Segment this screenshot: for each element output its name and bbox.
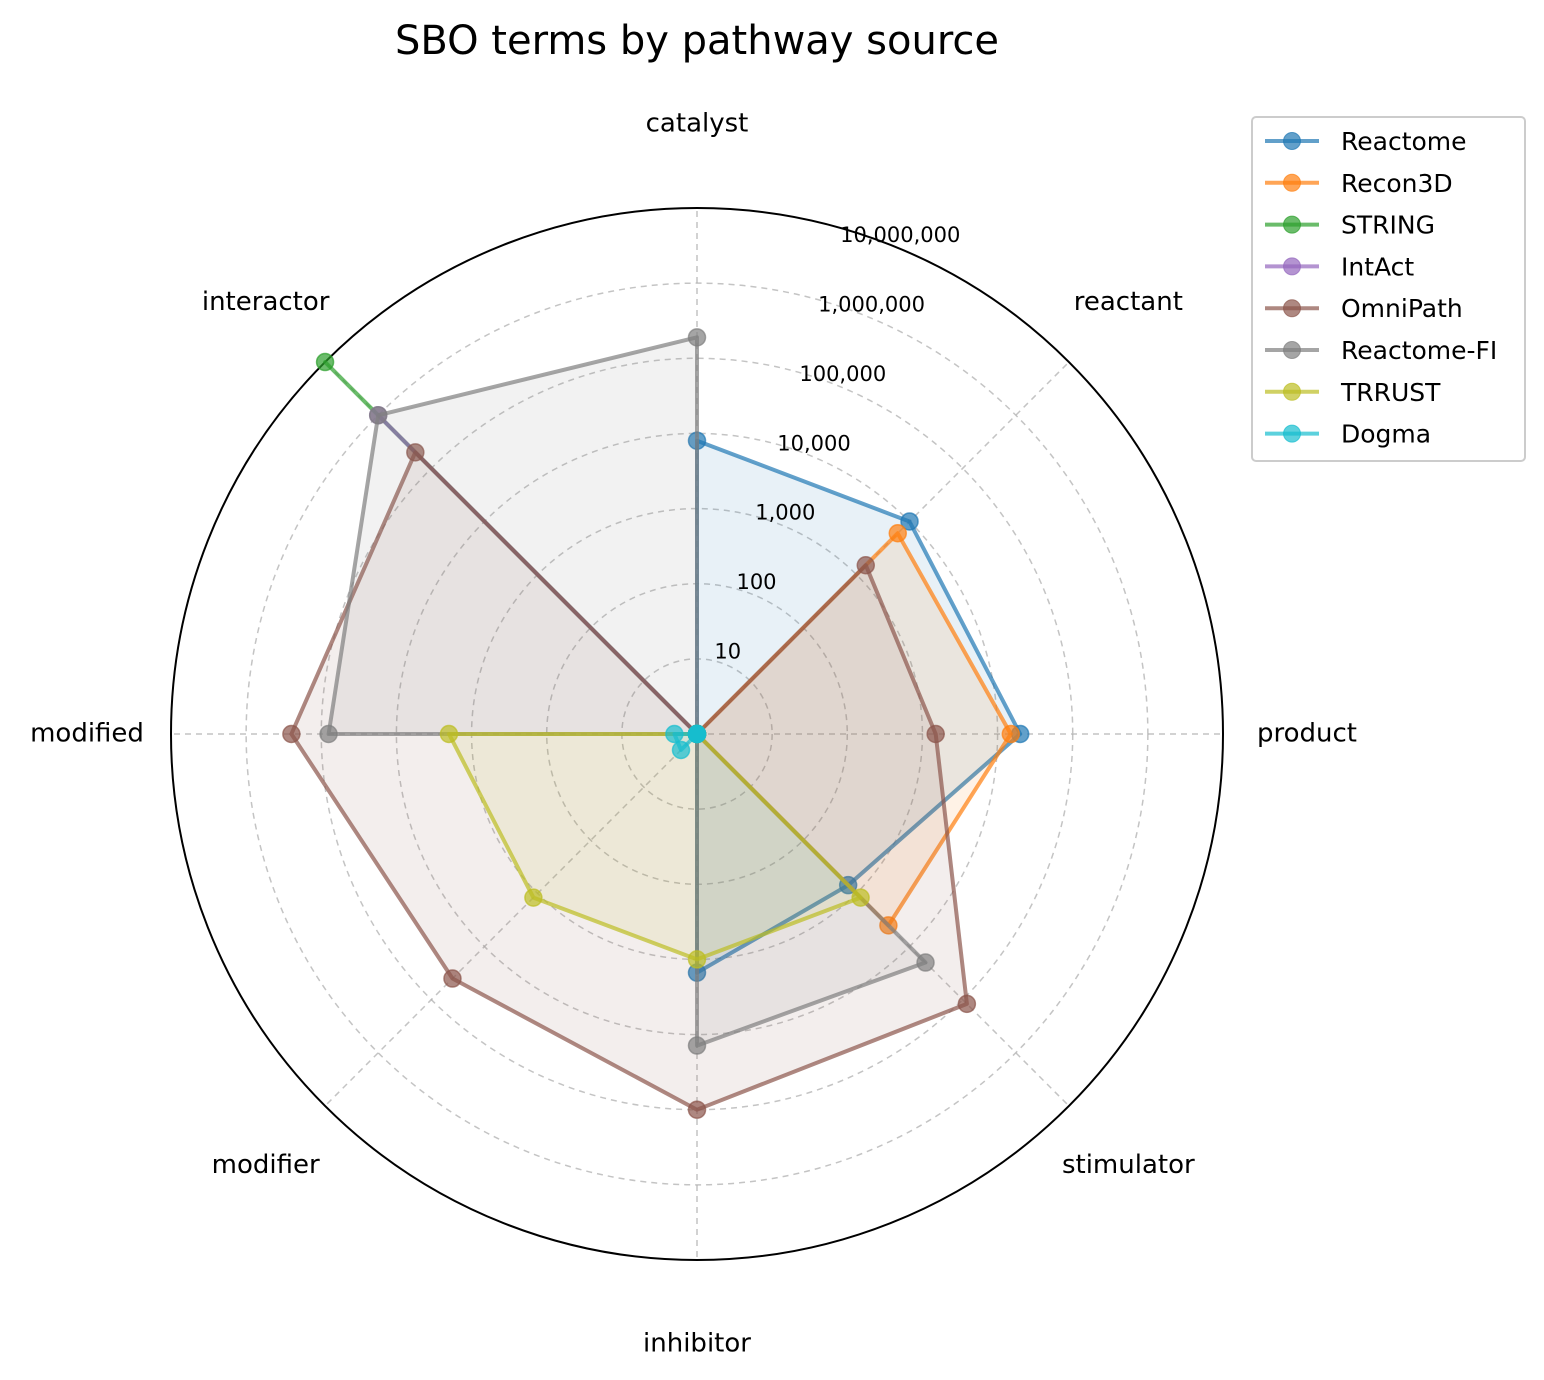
- category-label-modifier: modifier: [212, 1150, 320, 1180]
- category-label-stimulator: stimulator: [1062, 1150, 1195, 1180]
- legend-item-reactome-fi: Reactome-FI: [1265, 336, 1497, 365]
- legend-swatch-marker: [1283, 257, 1301, 276]
- tick-label-1000000: 1,000,000: [818, 292, 925, 316]
- point-omnipath-stimulator: [957, 994, 977, 1014]
- point-reactome-fi-interactor: [368, 405, 388, 425]
- point-reactome-reactant: [900, 512, 919, 531]
- tick-label-1000: 1,000: [755, 501, 815, 525]
- legend-label: TRRUST: [1340, 378, 1441, 407]
- category-label-reactant: reactant: [1074, 287, 1183, 317]
- point-dogma-interactor: [687, 724, 707, 744]
- legend-item-trrust: TRRUST: [1265, 378, 1441, 407]
- point-string-interactor: [315, 352, 335, 372]
- tick-label-100000: 100,000: [799, 362, 886, 386]
- series-omnipath: [282, 443, 977, 1119]
- legend-item-intact: IntAct: [1265, 252, 1414, 281]
- legend-swatch-marker: [1283, 173, 1301, 192]
- radial-tick-labels: 10 100 1,000 10,000 100,000 1,000,000 10,000,0…: [714, 223, 960, 664]
- legend-item-omnipath: OmniPath: [1265, 294, 1463, 323]
- series-fill-omnipath: [291, 452, 967, 1110]
- legend-item-string: STRING: [1265, 211, 1435, 240]
- legend-label: STRING: [1341, 211, 1435, 240]
- legend-label: OmniPath: [1341, 294, 1463, 323]
- point-trrust-stimulator: [851, 888, 870, 907]
- category-label-catalyst: catalyst: [646, 109, 749, 139]
- point-omnipath-product: [926, 724, 945, 744]
- series-fill-reactome-fi: [328, 337, 926, 1046]
- legend-label: IntAct: [1341, 252, 1414, 281]
- point-trrust-inhibitor: [687, 950, 707, 969]
- point-omnipath-inhibitor: [687, 1100, 707, 1119]
- point-trrust-modified: [439, 724, 459, 744]
- point-omnipath-modifier: [443, 969, 462, 988]
- chart-title: SBO terms by pathway source: [395, 18, 999, 64]
- tick-label-10000000: 10,000,000: [840, 223, 960, 247]
- point-omnipath-modified: [282, 724, 301, 744]
- legend-item-recon3d: Recon3D: [1265, 169, 1453, 198]
- legend-swatch-marker: [1283, 382, 1301, 401]
- point-reactome-fi-catalyst: [687, 328, 707, 347]
- legend-swatch-marker: [1283, 215, 1301, 234]
- category-label-product: product: [1257, 719, 1357, 749]
- point-dogma-modifier: [671, 740, 691, 760]
- category-label-modified: modified: [30, 719, 144, 749]
- legend-swatch-marker: [1283, 132, 1301, 150]
- category-label-interactor: interactor: [202, 287, 330, 317]
- point-reactome-fi-stimulator: [916, 953, 935, 972]
- legend-item-dogma: Dogma: [1265, 420, 1431, 449]
- legend-item-reactome: Reactome: [1265, 127, 1467, 156]
- series-dogma: [665, 724, 707, 760]
- point-reactome-fi-inhibitor: [687, 1036, 707, 1055]
- point-recon3d-reactant: [888, 524, 907, 543]
- series-fill-reactome: [697, 440, 1021, 973]
- point-recon3d-product: [1001, 724, 1021, 744]
- grid-circle-1000000: [245, 282, 1149, 1186]
- legend-swatch-marker: [1283, 341, 1301, 359]
- tick-label-100: 100: [736, 570, 776, 594]
- point-dogma-modified: [665, 724, 684, 744]
- category-label-inhibitor: inhibitor: [643, 1329, 751, 1359]
- point-trrust-modifier: [524, 888, 543, 907]
- legend-swatch-marker: [1283, 299, 1301, 318]
- legend-swatch-marker: [1283, 424, 1301, 443]
- series-group: [282, 328, 1030, 1119]
- series-fill-recon3d: [697, 533, 1011, 926]
- point-omnipath-reactant: [856, 555, 876, 575]
- tick-label-10000: 10,000: [777, 431, 850, 455]
- point-omnipath-interactor: [406, 443, 425, 462]
- category-labels: catalyst reactant product stimulator inhibit…: [30, 109, 1357, 1359]
- legend-label: Reactome-FI: [1341, 336, 1497, 365]
- legend-label: Recon3D: [1341, 169, 1453, 198]
- point-reactome-fi-modified: [319, 724, 338, 744]
- legend-label: Reactome: [1341, 127, 1467, 156]
- series-line-trrust: [447, 732, 863, 962]
- legend: Reactome Recon3D STRING IntAct OmniPath React…: [1251, 116, 1526, 462]
- legend-frame: [1251, 116, 1526, 462]
- legend-label: Dogma: [1341, 420, 1431, 449]
- legend-items: Reactome Recon3D STRING IntAct OmniPath React…: [1265, 127, 1497, 449]
- tick-label-10: 10: [714, 640, 741, 664]
- outer-ring: [170, 207, 1224, 1261]
